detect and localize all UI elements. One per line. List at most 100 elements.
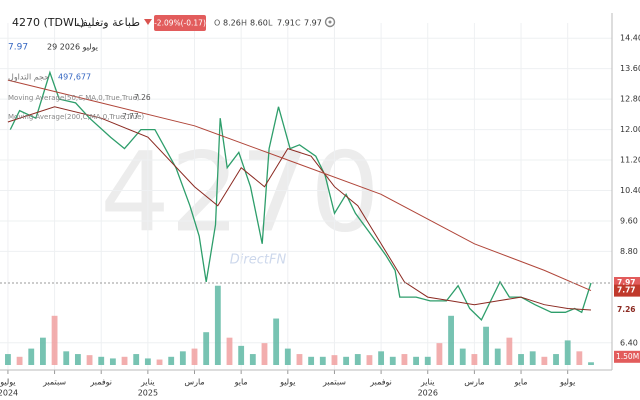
- volume-bar: [494, 348, 501, 365]
- x-tick-label: مايو: [234, 378, 248, 387]
- settings-icon[interactable]: [324, 16, 336, 28]
- x-tick-label: سبتمبر: [42, 378, 66, 387]
- volume-bar: [354, 354, 361, 365]
- x-tick-label: يوليو: [0, 378, 16, 387]
- y-tick-label: 6.40: [620, 338, 638, 347]
- volume-bar: [319, 356, 326, 365]
- volume-bar: [28, 348, 35, 365]
- x-tick-label: مارس: [464, 378, 484, 387]
- volume-bar: [74, 354, 81, 365]
- x-year-label: 2025: [138, 389, 158, 398]
- x-tick-label: يناير: [420, 378, 435, 387]
- change: -2.09%(-0.17): [154, 19, 206, 28]
- volume-bar: [16, 356, 23, 365]
- price-badge: [614, 304, 640, 317]
- volume-bar: [273, 318, 280, 365]
- volume-bar: [343, 356, 350, 365]
- y-tick-label: 13.60: [620, 64, 640, 73]
- volume-bar: [133, 354, 140, 365]
- down-arrow: [144, 19, 152, 25]
- change-badge: [154, 15, 206, 31]
- volume-bar: [331, 355, 338, 365]
- gear[interactable]: [324, 16, 336, 28]
- volume-bar: [576, 351, 583, 365]
- volume-bar: [448, 315, 454, 365]
- volume-bar: [63, 351, 70, 365]
- volume-bar: [529, 351, 536, 365]
- volume-bar: [564, 340, 571, 365]
- y-tick-label: 10.40: [620, 186, 640, 195]
- volume-bar: [144, 358, 151, 365]
- volume-bar: [436, 343, 443, 365]
- volume-bar: [238, 345, 245, 365]
- x-tick-label: يوليو: [559, 378, 575, 387]
- volume-bar: [459, 348, 466, 365]
- watermark: 4270: [100, 128, 380, 256]
- symbol: 4270 (TDWL): [12, 16, 84, 29]
- last-price: 7.97: [8, 43, 28, 53]
- volume-bar: [261, 343, 268, 365]
- ohlc-key: C: [295, 19, 301, 28]
- volume-bar: [86, 355, 93, 365]
- ohlc-value: 8.26: [223, 19, 241, 28]
- volume-tick-label: 1.50M: [616, 352, 639, 361]
- moving-average: [7, 106, 592, 311]
- x-tick-label: سبتمبر: [322, 378, 346, 387]
- x-tick-label: يوليو: [279, 378, 295, 387]
- ohlc-value: 7.91: [277, 19, 295, 28]
- legend-ma-value: 7.77: [122, 112, 139, 121]
- watermark-brand: DirectFN: [230, 253, 287, 268]
- volume-bar: [401, 354, 408, 365]
- legend-volume: حجم التداول: [8, 73, 49, 82]
- volume-bar: [518, 354, 524, 365]
- legend-volume-value: 497,677: [58, 73, 91, 82]
- gear-center[interactable]: [328, 20, 332, 24]
- volume-bar: [226, 337, 233, 365]
- volume-bar: [413, 356, 420, 365]
- volume-bar: [121, 356, 128, 365]
- y-tick-label: 9.60: [620, 216, 638, 225]
- y-tick-label: 12.80: [620, 95, 640, 104]
- legend-ma: Moving Average(200,C,MA,0,True,True): [8, 113, 144, 121]
- company-name: طباعة وتغليف: [77, 16, 141, 29]
- volume-badge: [614, 350, 640, 363]
- x-tick-label: مايو: [513, 378, 527, 387]
- volume-bar: [39, 337, 46, 365]
- date: 29 يوليو 2026: [47, 43, 98, 52]
- legend-ma-value: 7.26: [134, 93, 151, 102]
- volume-bar: [308, 356, 315, 365]
- volume-bar: [506, 337, 513, 365]
- volume-bar: [296, 354, 303, 365]
- volume-bar: [168, 356, 175, 365]
- moving-average: [7, 79, 592, 292]
- price-line: [9, 70, 592, 321]
- volume-bar: [191, 348, 198, 365]
- y-tick-label: 12.00: [620, 125, 640, 134]
- price-badge: [614, 284, 640, 297]
- legend-ma: Moving Average(50,C,MA,0,True,True): [8, 94, 140, 102]
- volume-bar: [249, 354, 256, 365]
- volume-bar: [541, 356, 548, 365]
- y-tick-label: 8.80: [620, 247, 638, 256]
- x-tick-label: يناير: [140, 378, 155, 387]
- ohlc-value: 7.97: [304, 19, 322, 28]
- volume-bar: [51, 315, 58, 365]
- volume-bar: [284, 348, 291, 365]
- price-badge-label: 7.26: [617, 305, 636, 314]
- x-tick-label: نوفمبر: [89, 378, 112, 387]
- x-tick-label: نوفمبر: [369, 378, 392, 387]
- volume-bar: [5, 354, 11, 365]
- ohlc-key: L: [268, 19, 273, 28]
- volume-bar: [179, 351, 186, 365]
- plot: 14.40 13.60 12.80 12.00 11.20 10.40 9.60 8.80 6.…: [0, 13, 640, 398]
- volume-bar: [471, 354, 478, 365]
- volume-bar: [378, 351, 385, 365]
- price-badge-label: 7.77: [617, 286, 636, 295]
- volume-bar: [214, 285, 221, 365]
- volume-bar: [553, 354, 559, 365]
- volume-bar: [389, 356, 396, 365]
- volume-bar: [203, 332, 210, 365]
